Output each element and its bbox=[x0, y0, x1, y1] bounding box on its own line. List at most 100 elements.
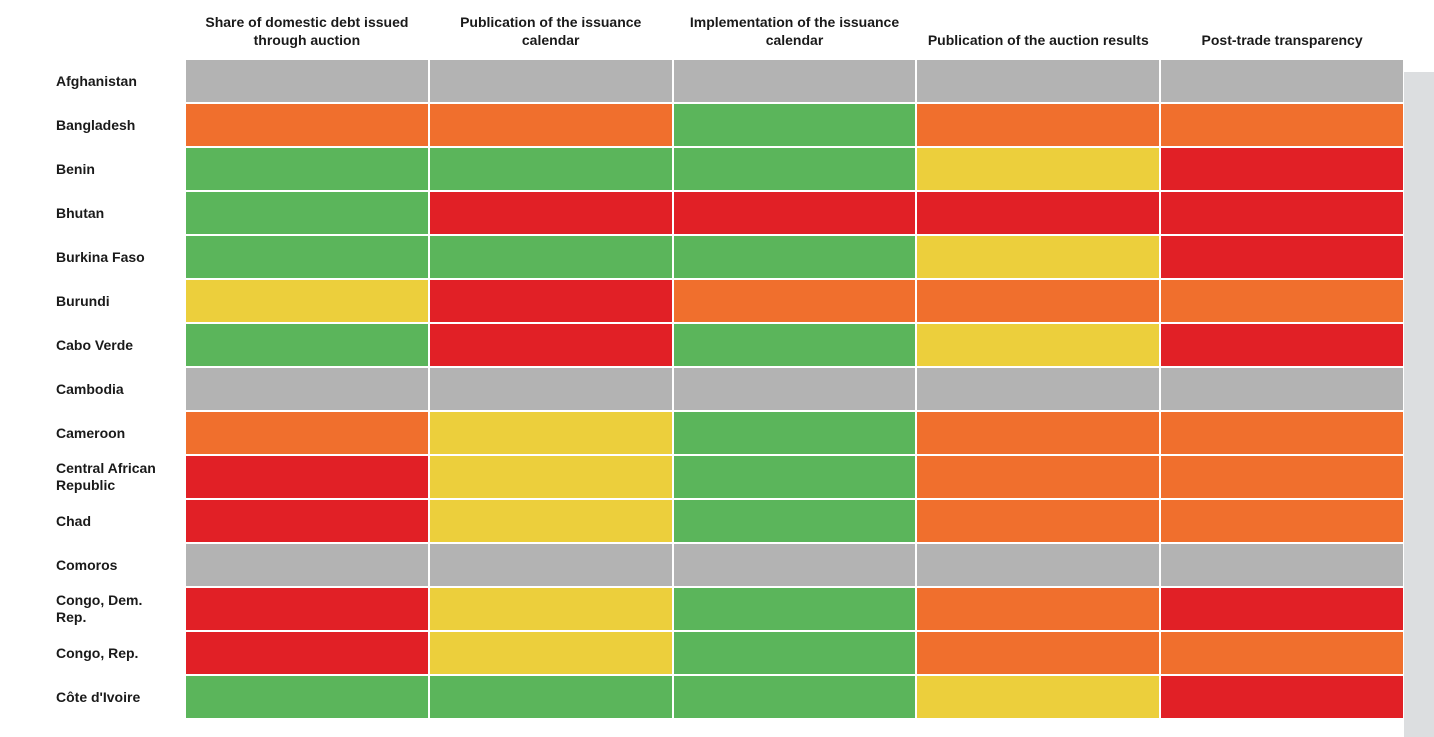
heatmap-cell bbox=[916, 103, 1160, 147]
heatmap-cell bbox=[429, 235, 673, 279]
table-row: Congo, Rep. bbox=[0, 631, 1434, 675]
heatmap-cell bbox=[673, 279, 917, 323]
heatmap-cell bbox=[185, 675, 429, 719]
table-row: Cabo Verde bbox=[0, 323, 1434, 367]
table-row: Congo, Dem. Rep. bbox=[0, 587, 1434, 631]
table-row: Central African Republic bbox=[0, 455, 1434, 499]
table-row: Cameroon bbox=[0, 411, 1434, 455]
col-header: Implementation of the issuance calendar bbox=[673, 14, 917, 49]
vertical-scrollbar[interactable] bbox=[1404, 72, 1434, 737]
column-headers: Share of domestic debt issued through au… bbox=[0, 0, 1434, 59]
heatmap-cell bbox=[429, 147, 673, 191]
heatmap-cell bbox=[673, 59, 917, 103]
heatmap-cell bbox=[429, 631, 673, 675]
heatmap-cell bbox=[185, 191, 429, 235]
heatmap-cell bbox=[429, 279, 673, 323]
heatmap-cell bbox=[673, 103, 917, 147]
table-row: Côte d'Ivoire bbox=[0, 675, 1434, 719]
heatmap-cell bbox=[185, 147, 429, 191]
heatmap-cell bbox=[185, 323, 429, 367]
heatmap-cell bbox=[916, 59, 1160, 103]
table-row: Burkina Faso bbox=[0, 235, 1434, 279]
table-row: Comoros bbox=[0, 543, 1434, 587]
heatmap-cell bbox=[1160, 675, 1404, 719]
col-header: Post-trade transparency bbox=[1160, 32, 1404, 50]
heatmap-cell bbox=[429, 587, 673, 631]
heatmap-cell bbox=[1160, 323, 1404, 367]
heatmap-cell bbox=[185, 455, 429, 499]
col-header: Publication of the issuance calendar bbox=[429, 14, 673, 49]
heatmap-cell bbox=[1160, 631, 1404, 675]
heatmap-cell bbox=[673, 675, 917, 719]
heatmap-cell bbox=[185, 367, 429, 411]
heatmap-cell bbox=[429, 411, 673, 455]
heatmap-cell bbox=[185, 499, 429, 543]
table-row: Bangladesh bbox=[0, 103, 1434, 147]
row-label: Bhutan bbox=[0, 191, 185, 235]
heatmap-cell bbox=[1160, 147, 1404, 191]
heatmap-cell bbox=[185, 235, 429, 279]
row-label: Congo, Rep. bbox=[0, 631, 185, 675]
heatmap-cell bbox=[916, 499, 1160, 543]
table-row: Cambodia bbox=[0, 367, 1434, 411]
heatmap-cell bbox=[1160, 543, 1404, 587]
heatmap-cell bbox=[1160, 59, 1404, 103]
heatmap-cell bbox=[185, 631, 429, 675]
heatmap-cell bbox=[1160, 587, 1404, 631]
heatmap-cell bbox=[429, 323, 673, 367]
row-label: Burundi bbox=[0, 279, 185, 323]
heatmap-cell bbox=[916, 455, 1160, 499]
heatmap-container: Share of domestic debt issued through au… bbox=[0, 0, 1434, 737]
heatmap-cell bbox=[673, 543, 917, 587]
row-label: Côte d'Ivoire bbox=[0, 675, 185, 719]
heatmap-cell bbox=[1160, 499, 1404, 543]
heatmap-cell bbox=[185, 543, 429, 587]
heatmap-cell bbox=[185, 411, 429, 455]
heatmap-cell bbox=[1160, 191, 1404, 235]
heatmap-cell bbox=[916, 235, 1160, 279]
heatmap-cell bbox=[1160, 411, 1404, 455]
heatmap-cell bbox=[916, 587, 1160, 631]
heatmap-cell bbox=[1160, 279, 1404, 323]
heatmap-cell bbox=[916, 543, 1160, 587]
row-label: Central African Republic bbox=[0, 455, 185, 499]
table-row: Burundi bbox=[0, 279, 1434, 323]
heatmap-cell bbox=[916, 367, 1160, 411]
row-label: Burkina Faso bbox=[0, 235, 185, 279]
table-row: Afghanistan bbox=[0, 59, 1434, 103]
heatmap-cell bbox=[673, 367, 917, 411]
heatmap-cell bbox=[185, 59, 429, 103]
heatmap-cell bbox=[185, 587, 429, 631]
heatmap-cell bbox=[673, 235, 917, 279]
heatmap-cell bbox=[673, 631, 917, 675]
heatmap-cell bbox=[673, 191, 917, 235]
table-row: Bhutan bbox=[0, 191, 1434, 235]
heatmap-cell bbox=[916, 279, 1160, 323]
row-label: Chad bbox=[0, 499, 185, 543]
heatmap-cell bbox=[1160, 367, 1404, 411]
heatmap-cell bbox=[429, 103, 673, 147]
row-label: Cabo Verde bbox=[0, 323, 185, 367]
row-label: Afghanistan bbox=[0, 59, 185, 103]
row-label: Congo, Dem. Rep. bbox=[0, 587, 185, 631]
heatmap-cell bbox=[916, 191, 1160, 235]
heatmap-grid: AfghanistanBangladeshBeninBhutanBurkina … bbox=[0, 59, 1434, 719]
row-label: Comoros bbox=[0, 543, 185, 587]
heatmap-cell bbox=[673, 323, 917, 367]
table-row: Chad bbox=[0, 499, 1434, 543]
heatmap-cell bbox=[185, 103, 429, 147]
heatmap-cell bbox=[429, 543, 673, 587]
heatmap-cell bbox=[916, 323, 1160, 367]
row-label: Cameroon bbox=[0, 411, 185, 455]
heatmap-cell bbox=[429, 367, 673, 411]
heatmap-cell bbox=[916, 675, 1160, 719]
row-label: Cambodia bbox=[0, 367, 185, 411]
heatmap-cell bbox=[429, 191, 673, 235]
heatmap-cell bbox=[429, 455, 673, 499]
heatmap-cell bbox=[673, 499, 917, 543]
col-header: Publication of the auction results bbox=[916, 32, 1160, 50]
heatmap-cell bbox=[673, 411, 917, 455]
heatmap-cell bbox=[429, 675, 673, 719]
heatmap-cell bbox=[916, 631, 1160, 675]
heatmap-cell bbox=[916, 411, 1160, 455]
